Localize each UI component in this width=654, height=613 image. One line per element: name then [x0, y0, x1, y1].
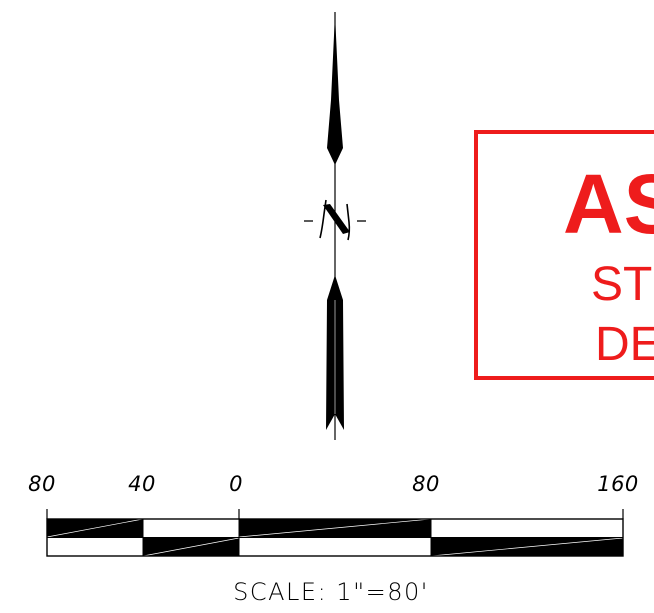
stamp-line-2: DE — [595, 318, 654, 371]
scale-tick-label: 80 — [28, 472, 56, 496]
approval-stamp: AS ST DE — [474, 130, 654, 380]
scale-bar: 80 40 0 80 160 SCALE: 1"=80' — [28, 472, 639, 606]
stamp-line-1: ST — [591, 258, 652, 311]
north-arrow-top-blade — [327, 14, 343, 165]
scale-tick-label: 0 — [229, 472, 243, 496]
north-letter-glyph — [319, 199, 351, 241]
scale-tick-label: 80 — [412, 472, 440, 496]
scale-tick-label: 40 — [128, 472, 156, 496]
north-arrow: N — [304, 12, 366, 440]
stamp-title: AS — [563, 157, 654, 251]
scale-tick-label: 160 — [597, 472, 639, 496]
stamp-border — [474, 130, 654, 380]
scale-caption: SCALE: 1"=80' — [233, 578, 429, 606]
